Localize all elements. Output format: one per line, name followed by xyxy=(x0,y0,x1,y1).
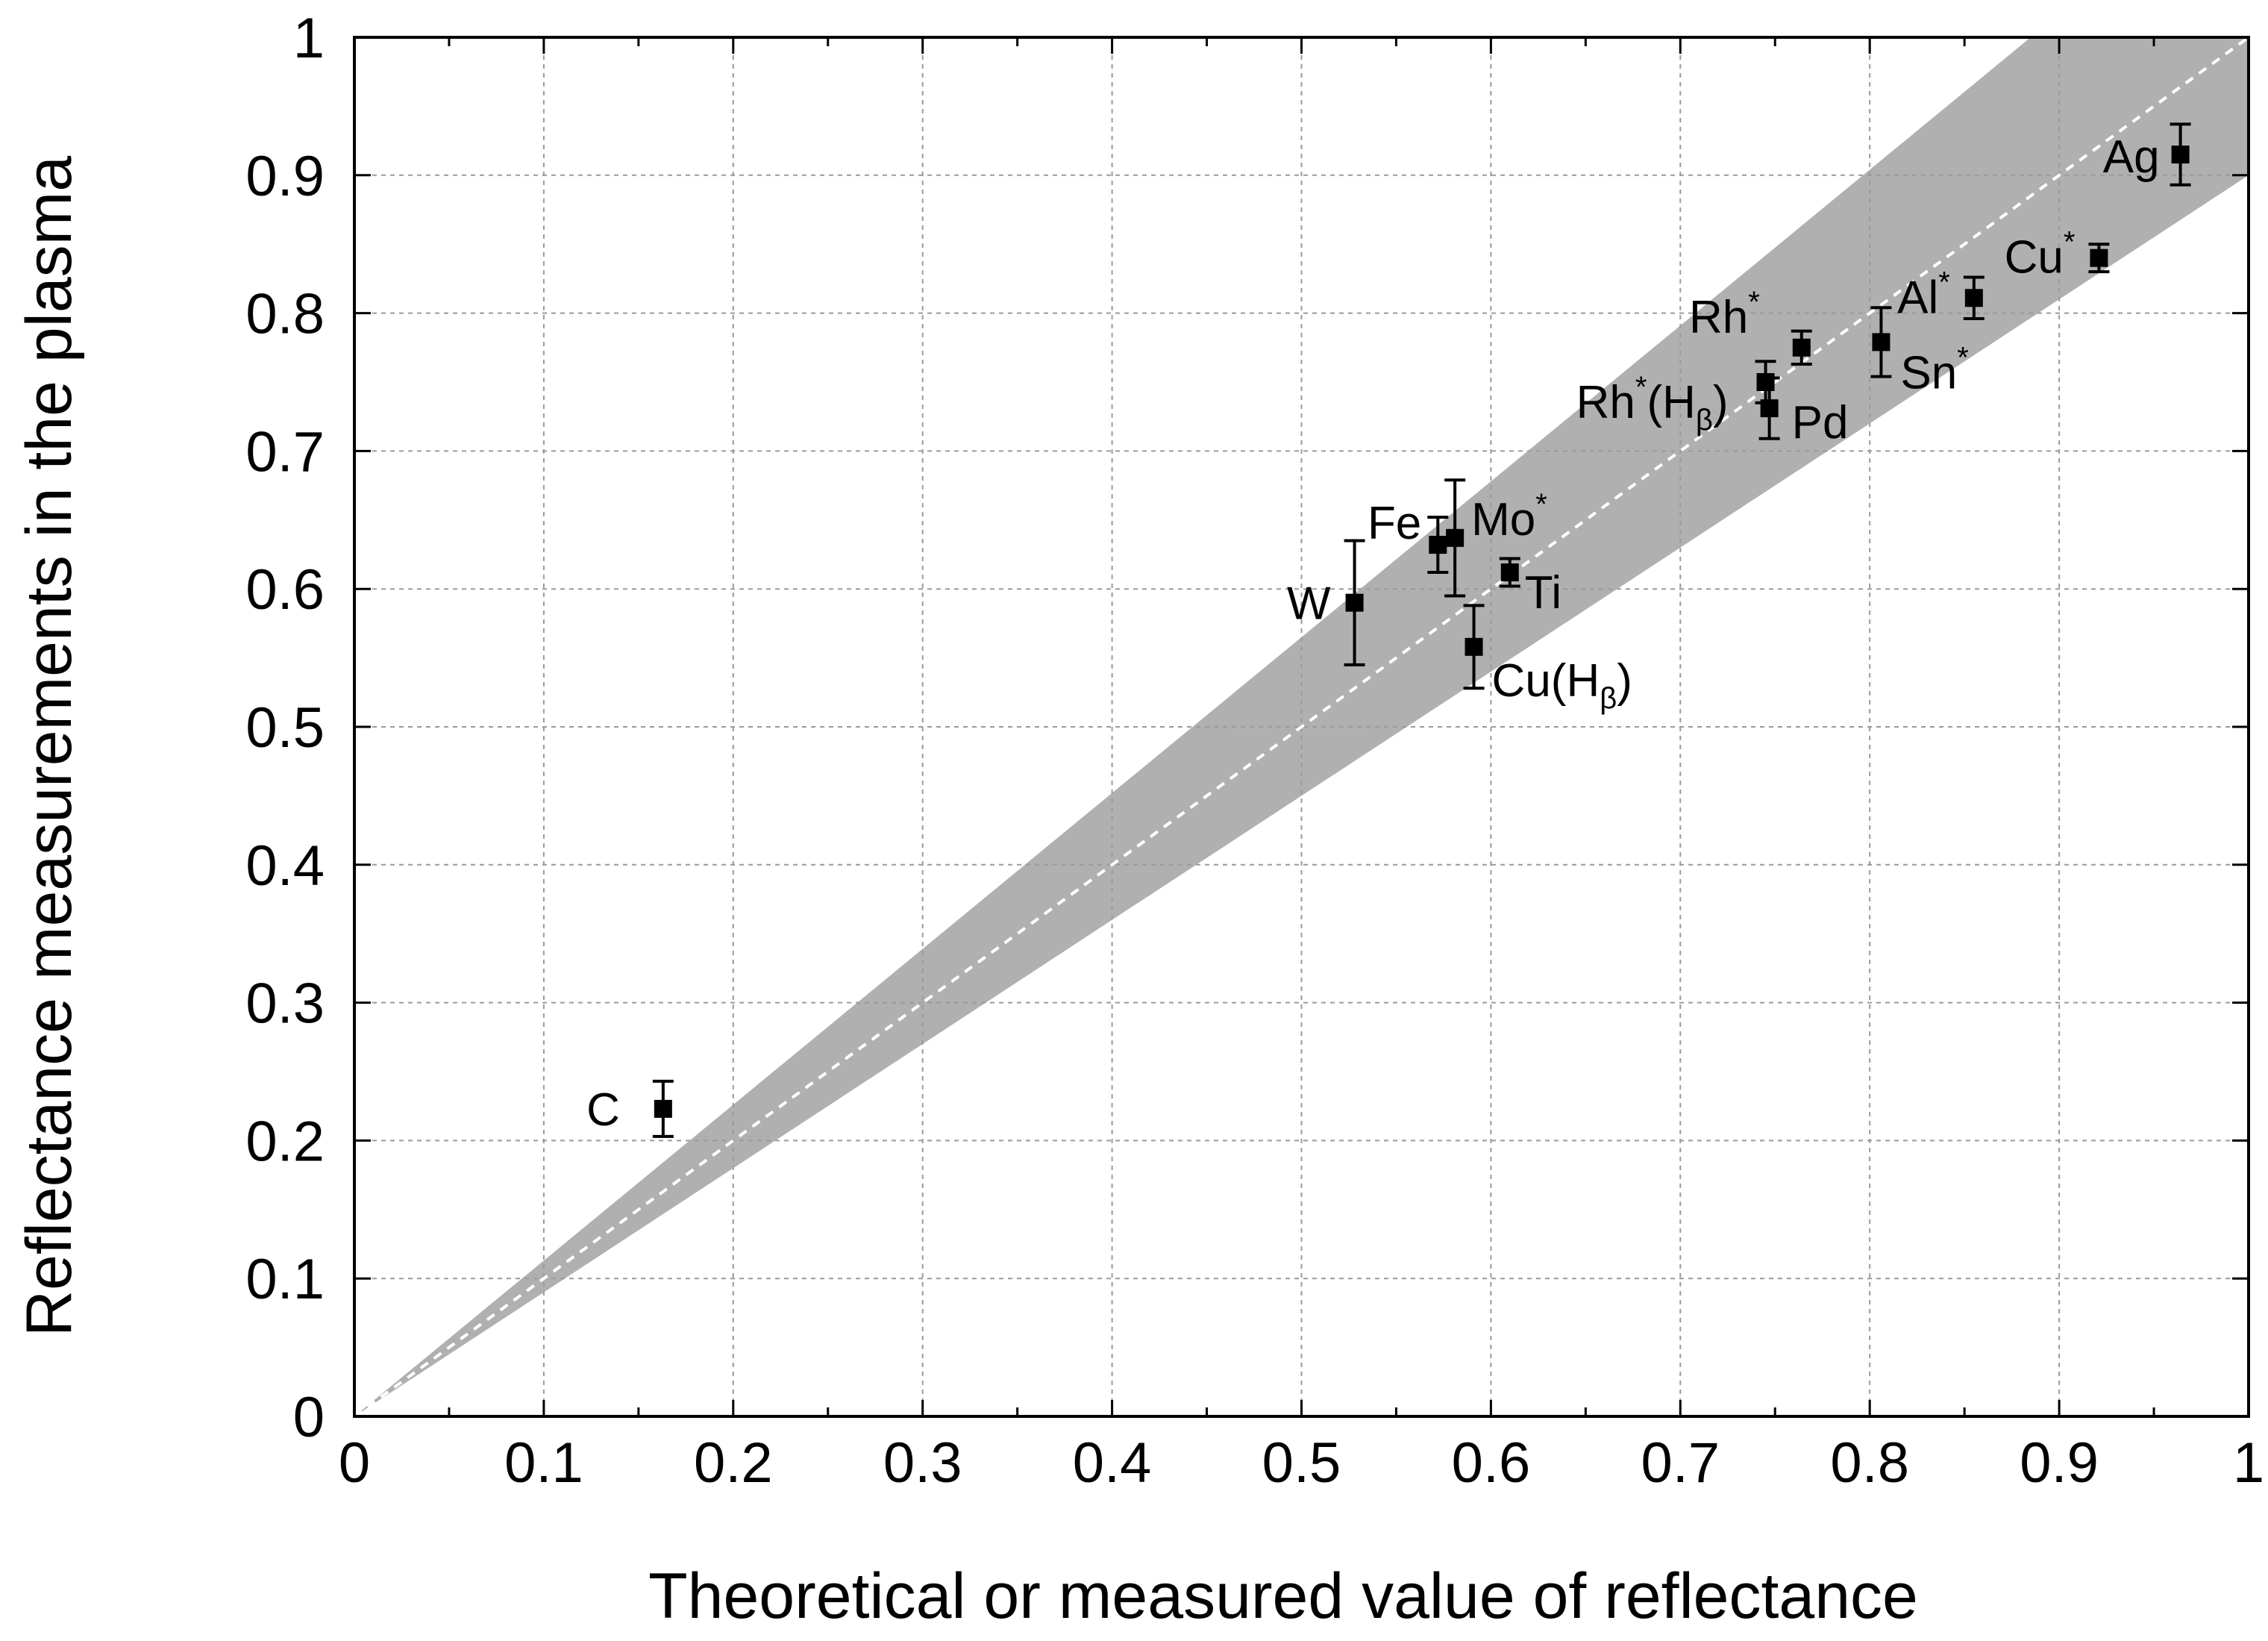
point-label: Rh* xyxy=(1689,286,1760,343)
point-marker xyxy=(1465,637,1483,656)
point-label-part: Ag xyxy=(2103,131,2160,183)
point-label-part: Cu xyxy=(2005,232,2064,284)
point-label-part: Sn xyxy=(1900,347,1957,398)
x-tick-label: 0.7 xyxy=(1641,1431,1720,1495)
point-label: Sn* xyxy=(1900,341,1968,398)
point-label: Mo* xyxy=(1471,488,1547,546)
point-marker xyxy=(1756,373,1775,391)
point-marker xyxy=(1792,338,1811,357)
point-label: Cu(Hβ) xyxy=(1492,655,1632,715)
x-tick-label: 0 xyxy=(339,1431,370,1495)
point-label-part: ) xyxy=(1617,655,1632,707)
data-point: W xyxy=(1287,539,1365,666)
point-label-part: (H xyxy=(1647,377,1695,428)
data-point: Ag xyxy=(2103,122,2191,187)
data-point: Al* xyxy=(1897,266,1985,323)
point-label-part: * xyxy=(1957,341,1969,374)
data-point: Cu(Hβ) xyxy=(1463,604,1632,715)
point-label-part: Mo xyxy=(1471,494,1535,546)
x-tick-label: 0.5 xyxy=(1262,1431,1341,1495)
point-label-part: β xyxy=(1600,682,1617,715)
data-point: Rh*(Hβ) xyxy=(1576,360,1776,437)
y-tick-label: 0.5 xyxy=(245,696,325,760)
point-label: C xyxy=(586,1084,620,1136)
point-marker xyxy=(1345,593,1364,612)
y-tick-label: 0 xyxy=(293,1386,325,1449)
point-marker xyxy=(2171,146,2190,164)
point-label-part: ) xyxy=(1713,377,1729,428)
reference-line-layer xyxy=(353,36,2250,1418)
y-tick-label: 0.3 xyxy=(245,972,325,1036)
y-tick-label: 1 xyxy=(293,7,325,70)
x-tick-label: 0.6 xyxy=(1452,1431,1531,1495)
point-marker xyxy=(654,1099,672,1118)
point-label-part: Rh xyxy=(1576,377,1635,428)
point-label-part: Rh xyxy=(1689,292,1748,343)
point-marker xyxy=(1429,536,1447,554)
point-label-part: W xyxy=(1287,578,1331,630)
y-tick-label: 0.6 xyxy=(245,558,325,622)
reference-line xyxy=(353,36,2250,1418)
point-label: Cu* xyxy=(2005,226,2076,284)
axis-ticks-layer: 0 0.1 0.2 0.3 0.4 0.5 0.6 0.7 0.8 0.9 1 0 0.1 0.2 0.3 0… xyxy=(245,7,2264,1495)
point-label: W xyxy=(1287,578,1331,630)
x-tick-label: 0.2 xyxy=(694,1431,773,1495)
point-label: Ag xyxy=(2103,131,2160,183)
x-axis-title: Theoretical or measured value of reflect… xyxy=(648,1560,1918,1632)
y-tick-label: 0.2 xyxy=(245,1110,325,1173)
x-tick-label: 0.1 xyxy=(504,1431,583,1495)
point-label-part: β xyxy=(1696,404,1713,437)
point-label-part: Ti xyxy=(1525,567,1561,619)
point-label-part: Pd xyxy=(1792,397,1849,448)
y-axis-title: Reflectance measurements in the plasma xyxy=(13,156,85,1337)
point-label: Al* xyxy=(1897,266,1950,323)
point-marker xyxy=(1872,333,1890,351)
point-label-part: * xyxy=(1748,286,1760,319)
y-tick-label: 0.8 xyxy=(245,283,325,346)
point-label-part: * xyxy=(2064,226,2076,259)
point-label: Fe xyxy=(1368,498,1421,549)
point-label-part: Al xyxy=(1897,272,1938,323)
point-label: Ti xyxy=(1525,567,1561,619)
x-tick-label: 0.9 xyxy=(2020,1431,2099,1495)
point-marker xyxy=(1446,528,1465,547)
x-tick-label: 1 xyxy=(2233,1431,2264,1495)
data-point: Cu* xyxy=(2005,226,2110,284)
point-label-part: C xyxy=(586,1084,620,1136)
point-marker xyxy=(2090,249,2108,267)
y-tick-label: 0.7 xyxy=(245,420,325,484)
point-label-part: * xyxy=(1635,371,1647,404)
x-tick-label: 0.4 xyxy=(1073,1431,1152,1495)
point-label: Pd xyxy=(1792,397,1849,448)
data-point: Ti xyxy=(1499,557,1561,619)
data-point: Pd xyxy=(1758,376,1849,448)
y-tick-label: 0.9 xyxy=(245,145,325,208)
point-label-part: * xyxy=(1938,266,1950,298)
data-point: C xyxy=(586,1079,674,1138)
y-tick-label: 0.1 xyxy=(245,1248,325,1311)
point-label-part: Fe xyxy=(1368,498,1421,549)
point-label-part: Cu(H xyxy=(1492,655,1600,707)
point-marker xyxy=(1500,563,1519,582)
point-marker xyxy=(1760,399,1779,418)
data-point: Rh* xyxy=(1689,286,1812,366)
data-point: Mo* xyxy=(1444,478,1547,598)
grid-layer xyxy=(354,37,2249,1416)
point-label-part: * xyxy=(1535,488,1547,521)
x-tick-label: 0.3 xyxy=(883,1431,962,1495)
data-point: Sn* xyxy=(1870,306,1969,398)
point-marker xyxy=(1964,289,1983,307)
y-tick-label: 0.4 xyxy=(245,834,325,898)
point-label: Rh*(Hβ) xyxy=(1576,371,1729,437)
data-point: Fe xyxy=(1368,498,1449,575)
x-tick-label: 0.8 xyxy=(1830,1431,1909,1495)
